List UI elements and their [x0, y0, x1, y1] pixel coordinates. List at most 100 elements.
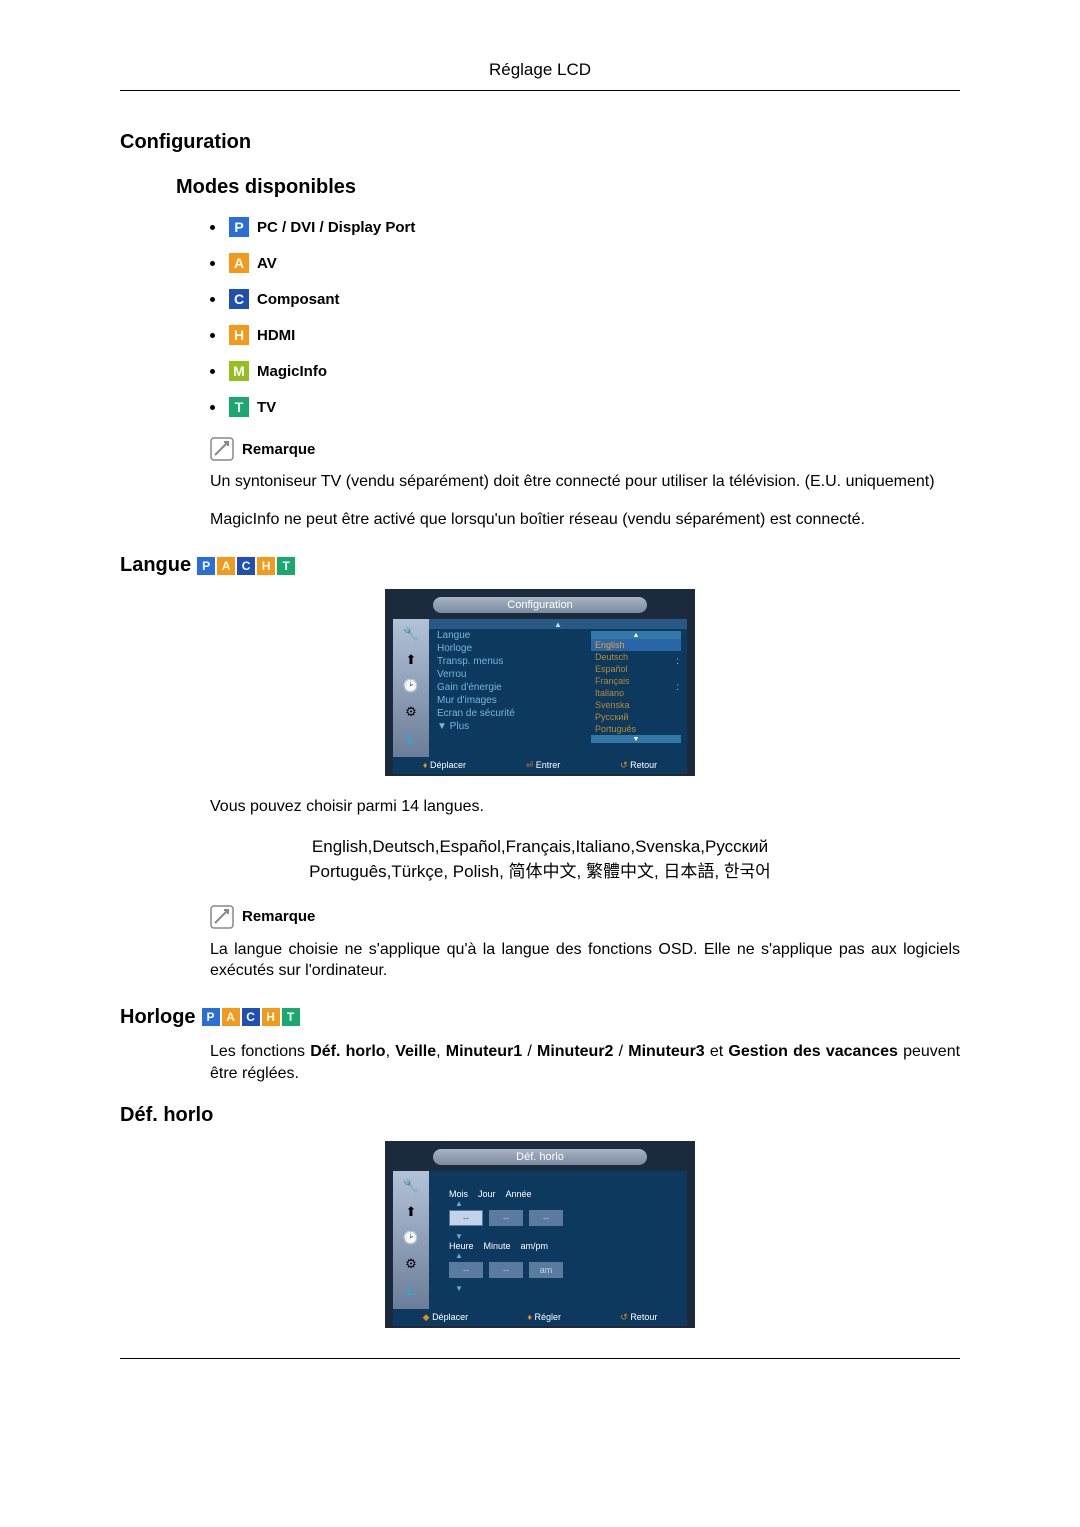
bullet-icon [210, 333, 215, 338]
language-list-line1: English,Deutsch,Español,Français,Italian… [210, 834, 870, 860]
osd-lang-item: Italiano [591, 687, 681, 699]
mode-pc-label: PC / DVI / Display Port [257, 219, 415, 236]
osd-footer-adjust-label: Régler [534, 1312, 561, 1322]
note-icon [210, 437, 234, 461]
badge-c-icon: C [237, 557, 255, 575]
osd-def-arrow-down-icon: ▼ [455, 1284, 687, 1293]
osd-def-label: Minute [484, 1241, 511, 1251]
osd-def-field: -- [489, 1262, 523, 1278]
osd-def-arrow-up-icon: ▲ [455, 1251, 687, 1260]
osd-def-footer: ◆ Déplacer ♦ Régler ↺ Retour [393, 1309, 687, 1326]
osd-footer-move-label: Déplacer [432, 1312, 468, 1322]
osd-def-fields-2: -- -- am [449, 1262, 687, 1278]
section-horloge: Horloge P A C H T [120, 1006, 960, 1029]
badge-t-icon: T [229, 397, 249, 417]
badge-a-icon: A [222, 1008, 240, 1026]
language-list-line2: Português,Türkçe, Polish, 简体中文, 繁體中文, 日本… [210, 859, 870, 885]
badge-p-icon: P [202, 1008, 220, 1026]
badge-t-icon: T [282, 1008, 300, 1026]
osd-def-title: Déf. horlo [433, 1149, 647, 1165]
osd-lang-dropdown: ▲ EnglishDeutschEspañolFrançaisItalianoS… [591, 631, 681, 743]
osd-lang-item: Svenska [591, 699, 681, 711]
page: Réglage LCD Configuration Modes disponib… [0, 0, 1080, 1429]
heading-configuration: Configuration [120, 131, 960, 154]
osd-footer-move-label: Déplacer [430, 760, 466, 770]
langue-body: Vous pouvez choisir parmi 14 langues. [210, 796, 960, 818]
badge-h-icon: H [257, 557, 275, 575]
horloge-bold-5: Minuteur3 [628, 1043, 704, 1060]
badge-c-icon: C [229, 289, 249, 309]
osd-side-icon: 🔧 [399, 623, 423, 645]
horloge-bold-4: Minuteur2 [537, 1043, 613, 1060]
mode-av-label: AV [257, 255, 277, 272]
osd-scroll-up-icon: ▲ [429, 619, 687, 629]
osd-def-labels-1: Mois Jour Année [449, 1189, 687, 1199]
bullet-icon [210, 261, 215, 266]
osd-footer-move: ◆ Déplacer [423, 1312, 468, 1323]
osd-side-icon: ⬆ [399, 1201, 423, 1223]
osd-lang-item: English [591, 639, 681, 651]
osd-config-footer: ♦ Déplacer ⏎ Entrer ↺ Retour [393, 757, 687, 774]
heading-horloge: Horloge [120, 1006, 196, 1029]
osd-def-arrow-up-icon: ▲ [455, 1199, 687, 1208]
osd-def-fields-1: -- -- -- [449, 1210, 687, 1226]
osd-side-icon: ⚙ [399, 701, 423, 723]
osd-def-label: am/pm [521, 1241, 549, 1251]
osd-side-icon: L [399, 1279, 423, 1301]
osd-footer-enter-label: Entrer [536, 760, 561, 770]
mode-magicinfo: M MagicInfo [210, 361, 960, 381]
note-text-2: MagicInfo ne peut être activé que lorsqu… [210, 509, 960, 531]
horloge-sep: , [436, 1043, 446, 1060]
osd-side-icon: ⬆ [399, 649, 423, 671]
osd-footer-adjust: ♦ Régler [527, 1312, 561, 1323]
section-langue: Langue P A C H T [120, 554, 960, 577]
page-header: Réglage LCD [120, 60, 960, 91]
note-label: Remarque [242, 441, 315, 458]
bullet-icon [210, 225, 215, 230]
osd-lang-item: Русский [591, 711, 681, 723]
langue-note: La langue choisie ne s'applique qu'à la … [210, 939, 960, 982]
mode-magicinfo-label: MagicInfo [257, 363, 327, 380]
osd-def-label: Année [506, 1189, 532, 1199]
badge-c-icon: C [242, 1008, 260, 1026]
modes-list: P PC / DVI / Display Port A AV C Composa… [210, 217, 960, 417]
heading-modes: Modes disponibles [176, 176, 960, 199]
badge-a-icon: A [229, 253, 249, 273]
osd-def-screenshot: Déf. horlo 🔧 ⬆ 🕑 ⚙ L Mois Jour Année ▲ [385, 1141, 695, 1328]
horloge-bold-3: Minuteur1 [446, 1043, 522, 1060]
bullet-icon [210, 405, 215, 410]
osd-side-icon: L [399, 727, 423, 749]
osd-def-field: -- [449, 1210, 483, 1226]
osd-footer-return-label: Retour [630, 1312, 657, 1322]
badge-h-icon: H [262, 1008, 280, 1026]
horloge-sep: , [386, 1043, 396, 1060]
osd-lang-item: Español [591, 663, 681, 675]
osd-footer-move: ♦ Déplacer [423, 760, 466, 771]
osd-def-main: Mois Jour Année ▲ -- -- -- ▼ Heure Minut… [429, 1171, 687, 1309]
osd-def-arrow-down-icon: ▼ [455, 1232, 687, 1241]
osd-def-label: Heure [449, 1241, 474, 1251]
note-label: Remarque [242, 908, 315, 925]
mode-hdmi: H HDMI [210, 325, 960, 345]
note-heading: Remarque [210, 437, 960, 461]
osd-def-field: -- [449, 1262, 483, 1278]
bullet-icon [210, 369, 215, 374]
mode-tv: T TV [210, 397, 960, 417]
horloge-bold-6: Gestion des vacances [728, 1043, 898, 1060]
osd-side-icons: 🔧 ⬆ 🕑 ⚙ L [393, 619, 429, 757]
heading-langue: Langue [120, 554, 191, 577]
osd-lang-item: Português [591, 723, 681, 735]
osd-footer-return: ↺ Retour [620, 1312, 657, 1323]
osd-side-icon: ⚙ [399, 1253, 423, 1275]
horloge-body: Les fonctions Déf. horlo, Veille, Minute… [210, 1041, 960, 1084]
badge-a-icon: A [217, 557, 235, 575]
osd-footer-return-label: Retour [630, 760, 657, 770]
note-icon [210, 905, 234, 929]
horloge-bold-2: Veille [395, 1043, 436, 1060]
badge-p-icon: P [197, 557, 215, 575]
osd-config-screenshot: Configuration 🔧 ⬆ 🕑 ⚙ L ▲ LangueHorlogeT… [385, 589, 695, 776]
osd-lang-item: Deutsch [591, 651, 681, 663]
osd-def-field: am [529, 1262, 563, 1278]
osd-def-label: Mois [449, 1189, 468, 1199]
badge-m-icon: M [229, 361, 249, 381]
